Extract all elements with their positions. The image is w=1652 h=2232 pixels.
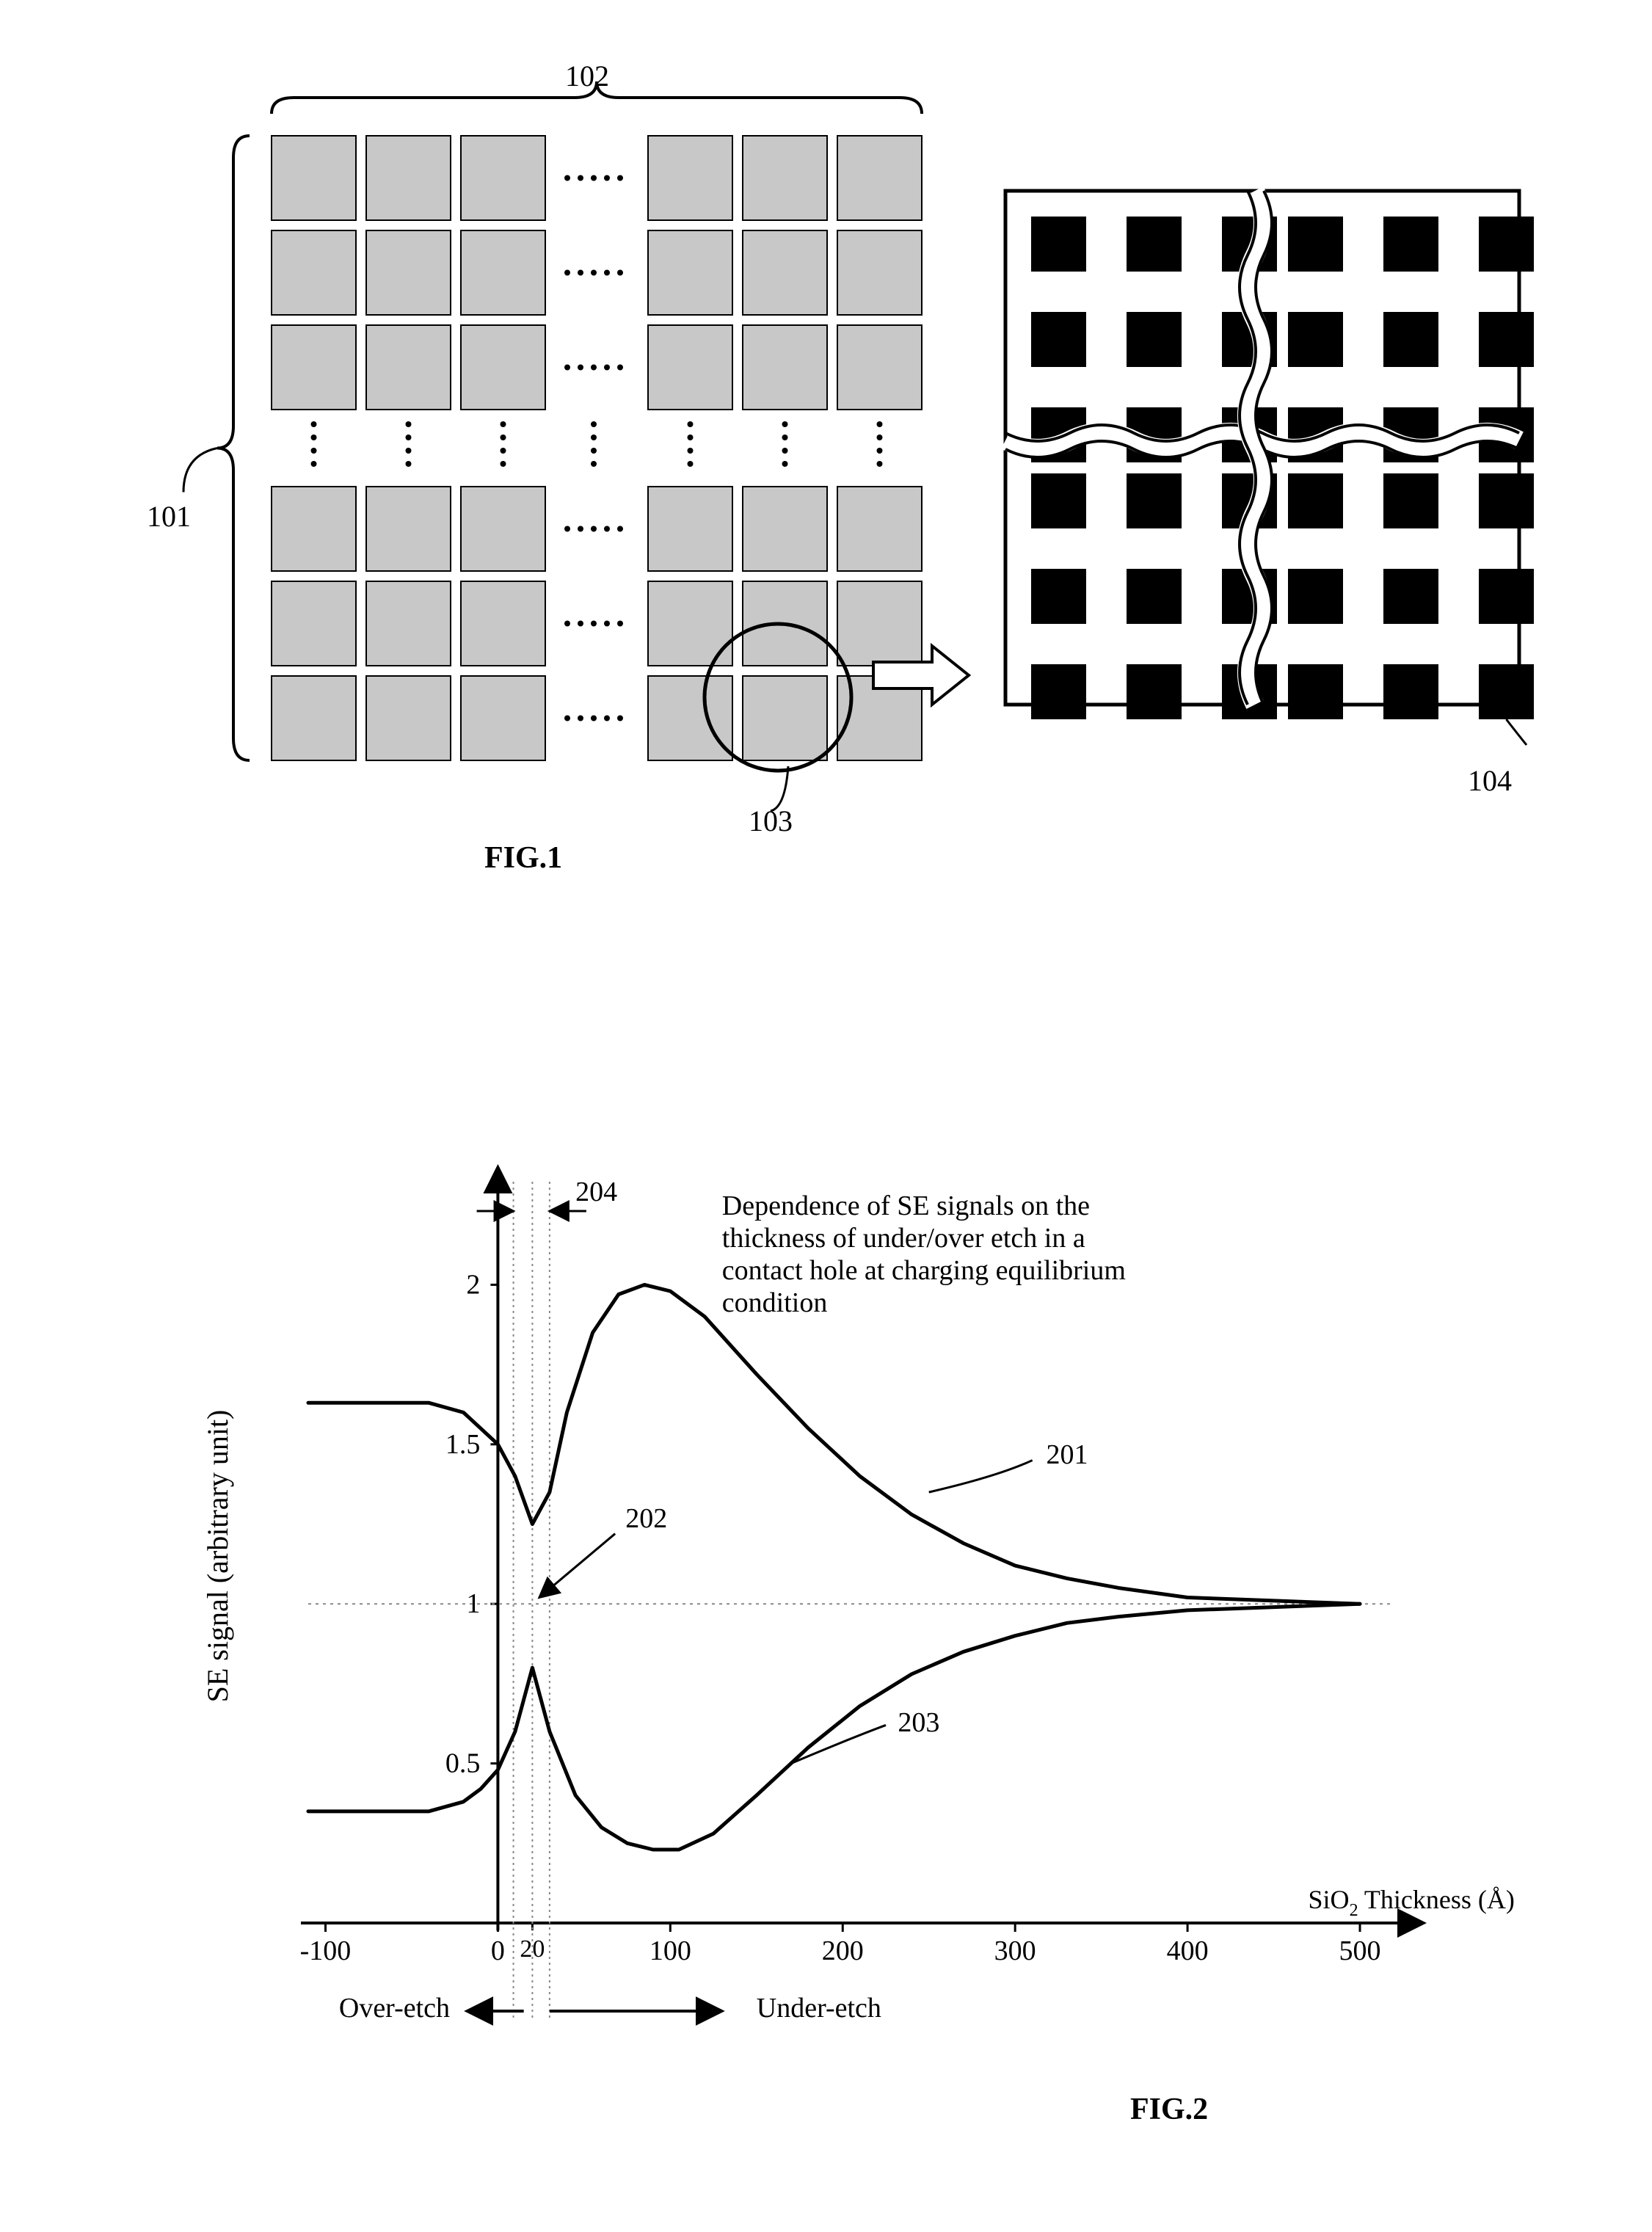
chart-title-line: condition [722, 1287, 828, 1318]
contact-hole [1031, 569, 1086, 624]
chart-title-line: thickness of under/over etch in a [722, 1223, 1085, 1254]
wafer-cell [366, 676, 451, 760]
wafer-cell [366, 487, 451, 571]
ref-103: 103 [749, 804, 793, 838]
wafer-cell [366, 325, 451, 410]
wafer-cell [648, 325, 732, 410]
x-tick-label: 300 [994, 1935, 1036, 1966]
contact-hole [1288, 473, 1343, 528]
wafer-cell [648, 487, 732, 571]
contact-hole [1383, 473, 1438, 528]
ref-201: 201 [1046, 1439, 1088, 1470]
contact-hole [1031, 473, 1086, 528]
wafer-cell [461, 487, 545, 571]
brace-101 [217, 136, 250, 760]
contact-hole [1031, 217, 1086, 272]
contact-hole [1479, 217, 1534, 272]
ref-202: 202 [625, 1503, 667, 1534]
ref-102: 102 [565, 59, 609, 93]
wafer-cell [743, 136, 827, 220]
wafer-cell [648, 136, 732, 220]
wafer-cell [648, 676, 732, 760]
patent-figure-page: 102 101 103 104 FIG.1 0.511.52-100020100… [0, 0, 1652, 2232]
chart-title-line: Dependence of SE signals on the [722, 1190, 1090, 1221]
contact-hole [1288, 569, 1343, 624]
wafer-cell [461, 676, 545, 760]
wafer-cell [272, 230, 356, 315]
contact-hole [1288, 312, 1343, 367]
wafer-cell [272, 487, 356, 571]
wafer-cell [837, 136, 922, 220]
wafer-cell [366, 230, 451, 315]
x-tick-label: 0 [491, 1935, 505, 1966]
over-etch-label: Over-etch [339, 1993, 450, 2024]
fig1-label: FIG.1 [484, 840, 562, 876]
ref-104: 104 [1468, 763, 1512, 798]
wafer-cell [743, 230, 827, 315]
wafer-cell [461, 136, 545, 220]
wafer-cell [837, 325, 922, 410]
wafer-cell [366, 136, 451, 220]
wafer-cell [461, 325, 545, 410]
chart-title-line: contact hole at charging equilibrium [722, 1255, 1126, 1286]
contact-hole [1479, 569, 1534, 624]
contact-hole [1479, 312, 1534, 367]
ref-101: 101 [147, 499, 191, 534]
contact-hole [1031, 664, 1086, 719]
wafer-cell [272, 136, 356, 220]
wafer-cell [648, 230, 732, 315]
x-tick-label: 100 [649, 1935, 691, 1966]
x-tick-label: 200 [822, 1935, 864, 1966]
y-tick-label: 0.5 [445, 1748, 481, 1779]
contact-hole [1127, 569, 1182, 624]
wafer-cell [743, 487, 827, 571]
x-tick-label: 400 [1167, 1935, 1209, 1966]
wafer-cell [743, 676, 827, 760]
contact-hole [1383, 664, 1438, 719]
fig1-svg [0, 0, 1652, 881]
wafer-cell [837, 581, 922, 666]
wafer-cell [272, 676, 356, 760]
wafer-cell [272, 325, 356, 410]
x-tick-label: -100 [300, 1935, 352, 1966]
contact-hole [1127, 217, 1182, 272]
contact-hole [1288, 664, 1343, 719]
x-tick-label: 500 [1339, 1935, 1381, 1966]
curve-203 [308, 1604, 1360, 1850]
wafer-cell [272, 581, 356, 666]
fig2-label: FIG.2 [1130, 2092, 1208, 2127]
wafer-cell [461, 581, 545, 666]
wafer-cell [366, 581, 451, 666]
contact-hole [1479, 664, 1534, 719]
ref-204: 204 [575, 1177, 617, 1207]
wafer-cell [837, 487, 922, 571]
contact-hole [1288, 217, 1343, 272]
ref-203: 203 [898, 1707, 939, 1738]
y-tick-label: 2 [466, 1269, 480, 1300]
contact-hole [1383, 217, 1438, 272]
contact-hole [1383, 312, 1438, 367]
contact-hole [1127, 664, 1182, 719]
x-axis-label: SiO2 Thickness (Å) [1309, 1885, 1515, 1920]
wafer-cell [461, 230, 545, 315]
wafer-cell [837, 230, 922, 315]
y-axis-label: SE signal (arbitrary unit) [201, 1410, 234, 1703]
contact-hole [1127, 312, 1182, 367]
contact-hole [1031, 312, 1086, 367]
contact-hole [1383, 569, 1438, 624]
y-tick-label: 1.5 [445, 1429, 481, 1460]
fig2-svg: 0.511.52-100020100200300400500SE signal … [0, 1101, 1652, 2202]
under-etch-label: Under-etch [757, 1993, 881, 2024]
wafer-cell [743, 325, 827, 410]
contact-hole [1479, 473, 1534, 528]
contact-hole [1127, 473, 1182, 528]
